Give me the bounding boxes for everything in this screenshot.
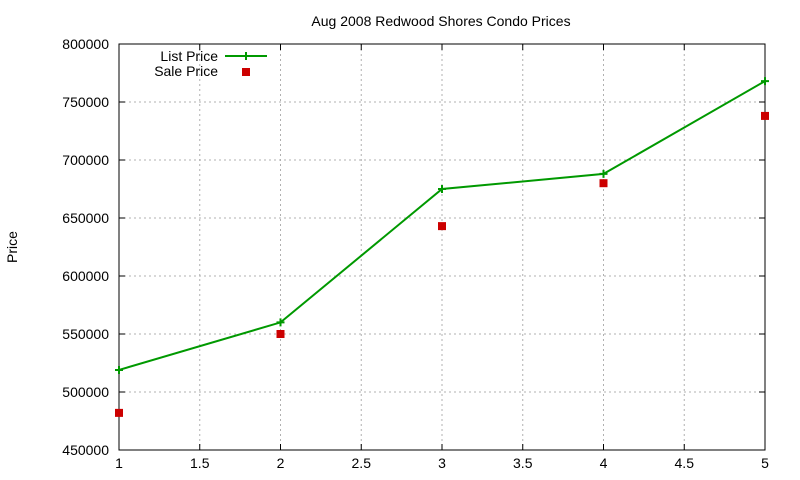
x-tick-label: 2.5 bbox=[352, 455, 372, 471]
y-tick-label: 450000 bbox=[62, 442, 109, 458]
sale-price-point bbox=[115, 408, 123, 417]
legend: List Price Sale Price bbox=[154, 48, 267, 79]
y-tick-label: 650000 bbox=[62, 210, 109, 226]
legend-label-list-price: List Price bbox=[160, 48, 218, 64]
y-tick-label: 500000 bbox=[62, 384, 109, 400]
x-tick-label: 1 bbox=[115, 455, 123, 471]
list-price-point bbox=[115, 365, 123, 374]
list-price-point bbox=[438, 185, 446, 193]
axis-ticks: 1 1.5 2 2.5 3 3.5 4 4.5 5 450000 500000 550000 60000… bbox=[62, 36, 769, 471]
x-tick-label: 1.5 bbox=[190, 455, 210, 471]
list-price-point bbox=[276, 318, 285, 327]
y-tick-label: 800000 bbox=[62, 36, 109, 52]
y-axis-label: Price bbox=[4, 231, 20, 263]
legend-marker-sale-price bbox=[242, 68, 250, 76]
list-price-point bbox=[761, 77, 769, 86]
x-tick-label: 4 bbox=[600, 455, 608, 471]
x-tick-label: 4.5 bbox=[675, 455, 695, 471]
x-tick-label: 5 bbox=[761, 455, 769, 471]
legend-label-sale-price: Sale Price bbox=[154, 63, 218, 79]
legend-marker-list-price bbox=[242, 52, 250, 60]
sale-price-point bbox=[276, 330, 285, 338]
sale-price-point bbox=[761, 111, 769, 120]
list-price-point bbox=[599, 169, 608, 178]
sale-price-point bbox=[599, 179, 608, 188]
y-tick-label: 750000 bbox=[62, 94, 109, 110]
y-tick-label: 550000 bbox=[62, 326, 109, 342]
grid bbox=[119, 44, 765, 450]
y-tick-label: 700000 bbox=[62, 152, 109, 168]
x-tick-label: 2 bbox=[277, 455, 285, 471]
series-group bbox=[115, 77, 769, 417]
x-tick-label: 3.5 bbox=[513, 455, 533, 471]
y-tick-label: 600000 bbox=[62, 268, 109, 284]
chart-title: Aug 2008 Redwood Shores Condo Prices bbox=[311, 13, 570, 29]
sale-price-point bbox=[438, 222, 446, 231]
x-tick-label: 3 bbox=[438, 455, 446, 471]
